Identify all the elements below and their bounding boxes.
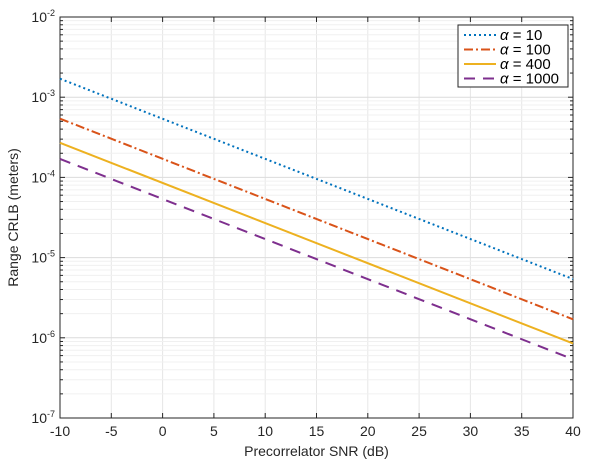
series-line — [59, 77, 574, 280]
y-tick-label: 10-3 — [31, 88, 55, 105]
x-tick-label: 40 — [565, 423, 581, 439]
x-tick-label: 0 — [159, 423, 167, 439]
legend-label: α = 1000 — [500, 71, 559, 88]
x-tick-label: 20 — [360, 423, 376, 439]
x-tick-label: 35 — [514, 423, 530, 439]
y-axis-label: Range CRLB (meters) — [5, 148, 21, 287]
series-line — [59, 141, 574, 345]
x-axis-label: Precorrelator SNR (dB) — [244, 443, 389, 459]
x-tick-label: -10 — [50, 423, 70, 439]
y-tick-label: 10-4 — [31, 168, 55, 185]
x-tick-label: 30 — [463, 423, 479, 439]
x-tick-label: 15 — [309, 423, 325, 439]
legend-box — [457, 24, 569, 88]
y-tick-label: 10-5 — [31, 249, 55, 266]
series-line — [59, 117, 574, 321]
series-lines — [59, 77, 574, 361]
y-tick-label: 10-6 — [31, 329, 55, 346]
x-tick-label: 5 — [210, 423, 218, 439]
legend-label: α = 10 — [500, 27, 542, 44]
series-line — [59, 157, 574, 361]
ticks: -10 -5 0 5 10 15 20 25 30 35 40 10-7 10-6 10-5 10-4 10-… — [31, 8, 581, 439]
x-tick-label: 10 — [257, 423, 273, 439]
legend-label: α = 400 — [500, 56, 551, 73]
x-tick-label: 25 — [411, 423, 427, 439]
y-tick-label: 10-2 — [31, 8, 55, 25]
legend-label: α = 100 — [500, 42, 551, 59]
x-tick-label: -5 — [105, 423, 118, 439]
y-tick-label: 10-7 — [31, 409, 55, 426]
